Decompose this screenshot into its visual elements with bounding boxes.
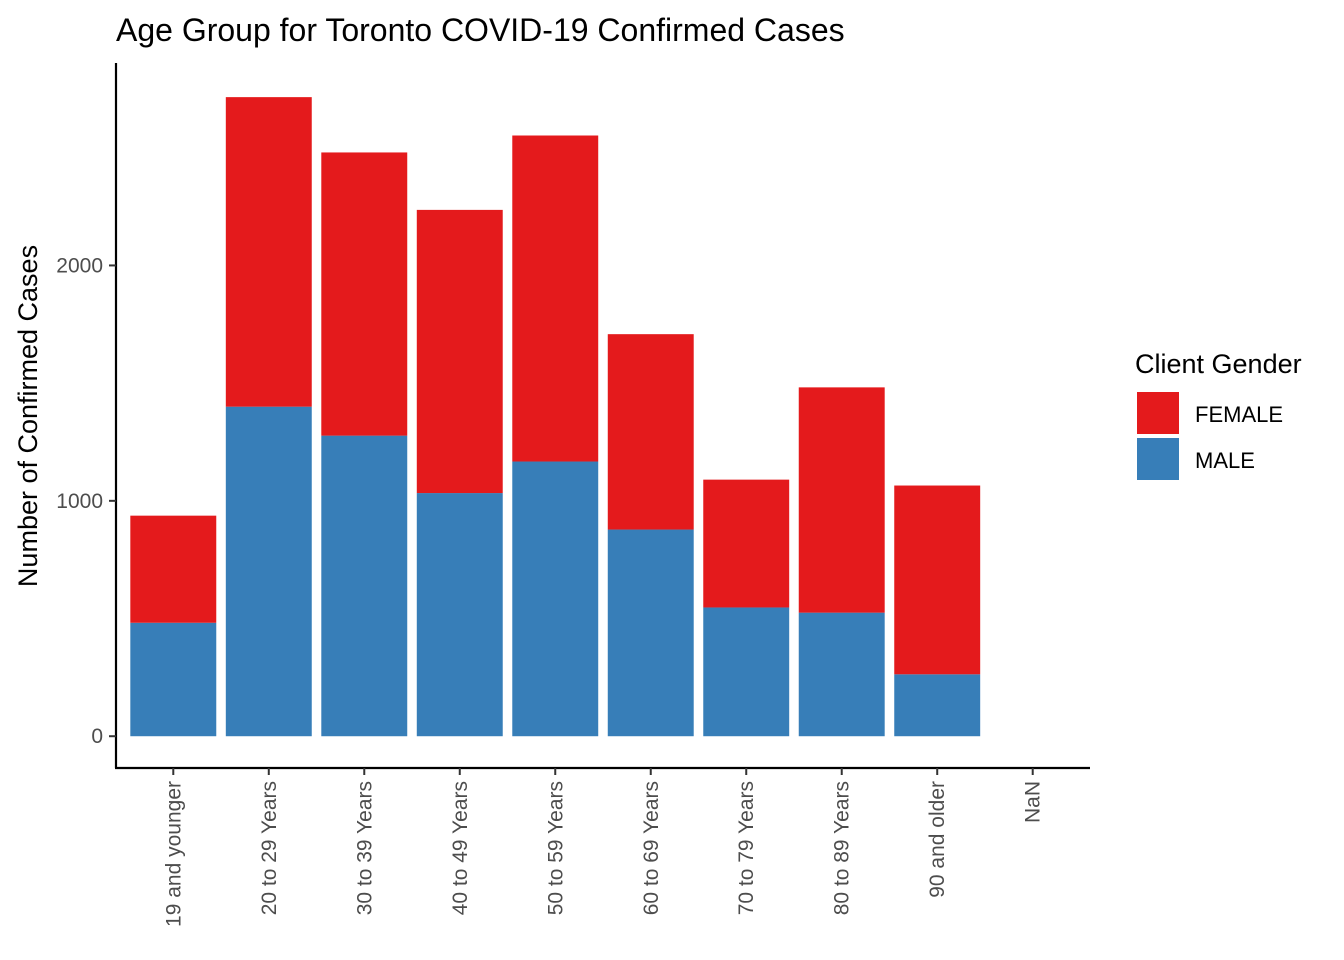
bar-70-to-79-years-male: [703, 607, 790, 737]
x-tick-label: 50 to 59 Years: [544, 781, 567, 915]
bar-40-to-49-years-male: [416, 493, 503, 737]
legend: Client Gender FEMALE MALE: [1135, 349, 1302, 480]
bar-70-to-79-years-female: [703, 479, 790, 608]
legend-label-male: MALE: [1195, 448, 1255, 473]
legend-title: Client Gender: [1135, 349, 1302, 379]
bar-80-to-89-years-female: [798, 387, 885, 613]
bar-20-to-29-years-female: [225, 97, 312, 407]
bar-20-to-29-years-male: [225, 406, 312, 737]
bars-group: [130, 97, 981, 737]
bar-90-and-older-female: [894, 485, 981, 675]
y-axis-ticks: 0 1000 2000: [56, 254, 116, 748]
bar-60-to-69-years-male: [607, 529, 694, 737]
bar-19-and-younger-female: [130, 515, 217, 623]
legend-key-male: [1137, 438, 1179, 480]
bar-90-and-older-male: [894, 674, 981, 737]
x-tick-label: 20 to 29 Years: [258, 781, 281, 915]
x-tick-label: NaN: [1022, 781, 1045, 823]
legend-label-female: FEMALE: [1195, 402, 1283, 427]
legend-key-female: [1137, 392, 1179, 434]
bar-30-to-39-years-female: [321, 152, 408, 436]
x-tick-label: 90 and older: [926, 781, 949, 898]
chart-title: Age Group for Toronto COVID-19 Confirmed…: [116, 12, 845, 48]
bar-50-to-59-years-male: [512, 461, 599, 737]
x-tick-label: 40 to 49 Years: [449, 781, 472, 915]
bar-19-and-younger-male: [130, 622, 217, 737]
bar-40-to-49-years-female: [416, 209, 503, 494]
bar-80-to-89-years-male: [798, 612, 885, 737]
bar-30-to-39-years-male: [321, 435, 408, 737]
y-tick-label: 0: [91, 725, 103, 748]
x-tick-label: 70 to 79 Years: [735, 781, 758, 915]
x-axis-ticks: 19 and younger 20 to 29 Years 30 to 39 Yea…: [162, 768, 1045, 927]
bar-60-to-69-years-female: [607, 334, 694, 530]
y-tick-label: 1000: [56, 490, 103, 513]
x-tick-label: 80 to 89 Years: [831, 781, 854, 915]
y-tick-label: 2000: [56, 254, 103, 277]
x-tick-label: 19 and younger: [162, 781, 185, 927]
y-axis-title: Number of Confirmed Cases: [13, 245, 43, 587]
x-tick-label: 60 to 69 Years: [640, 781, 663, 915]
x-tick-label: 30 to 39 Years: [353, 781, 376, 915]
bar-50-to-59-years-female: [512, 135, 599, 462]
